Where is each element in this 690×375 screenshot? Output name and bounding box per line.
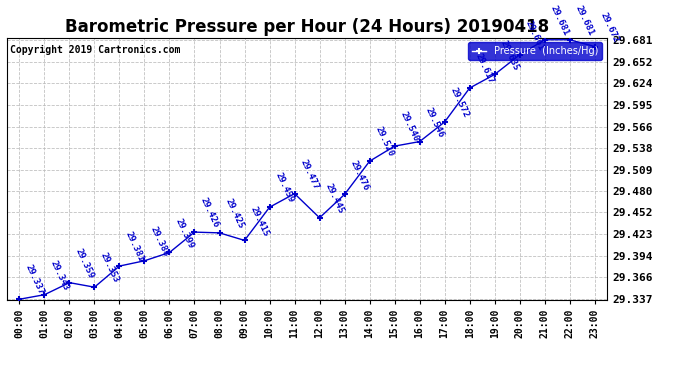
Text: 29.353: 29.353 <box>99 251 120 284</box>
Text: 29.415: 29.415 <box>248 205 270 238</box>
Text: 29.381: 29.381 <box>124 230 146 263</box>
Text: 29.635: 29.635 <box>499 39 520 72</box>
Text: 29.359: 29.359 <box>74 247 95 280</box>
Text: 29.425: 29.425 <box>224 197 246 230</box>
Text: 29.476: 29.476 <box>348 159 371 192</box>
Text: 29.445: 29.445 <box>324 182 346 215</box>
Text: 29.681: 29.681 <box>574 4 595 37</box>
Text: 29.343: 29.343 <box>48 259 70 292</box>
Text: 29.459: 29.459 <box>274 171 295 204</box>
Text: 29.572: 29.572 <box>448 86 471 119</box>
Text: 29.399: 29.399 <box>174 217 195 250</box>
Text: Copyright 2019 Cartronics.com: Copyright 2019 Cartronics.com <box>10 45 180 56</box>
Text: 29.546: 29.546 <box>424 106 446 139</box>
Text: 29.540: 29.540 <box>399 110 420 143</box>
Text: 29.672: 29.672 <box>599 11 620 44</box>
Text: 29.337: 29.337 <box>23 263 46 297</box>
Text: 29.520: 29.520 <box>374 125 395 158</box>
Text: 29.477: 29.477 <box>299 158 320 191</box>
Text: 29.617: 29.617 <box>474 52 495 85</box>
Title: Barometric Pressure per Hour (24 Hours) 20190418: Barometric Pressure per Hour (24 Hours) … <box>65 18 549 36</box>
Text: 29.426: 29.426 <box>199 196 220 230</box>
Legend: Pressure  (Inches/Hg): Pressure (Inches/Hg) <box>468 42 602 60</box>
Text: 29.388: 29.388 <box>148 225 170 258</box>
Text: 29.681: 29.681 <box>549 4 571 37</box>
Text: 29.661: 29.661 <box>524 19 546 52</box>
